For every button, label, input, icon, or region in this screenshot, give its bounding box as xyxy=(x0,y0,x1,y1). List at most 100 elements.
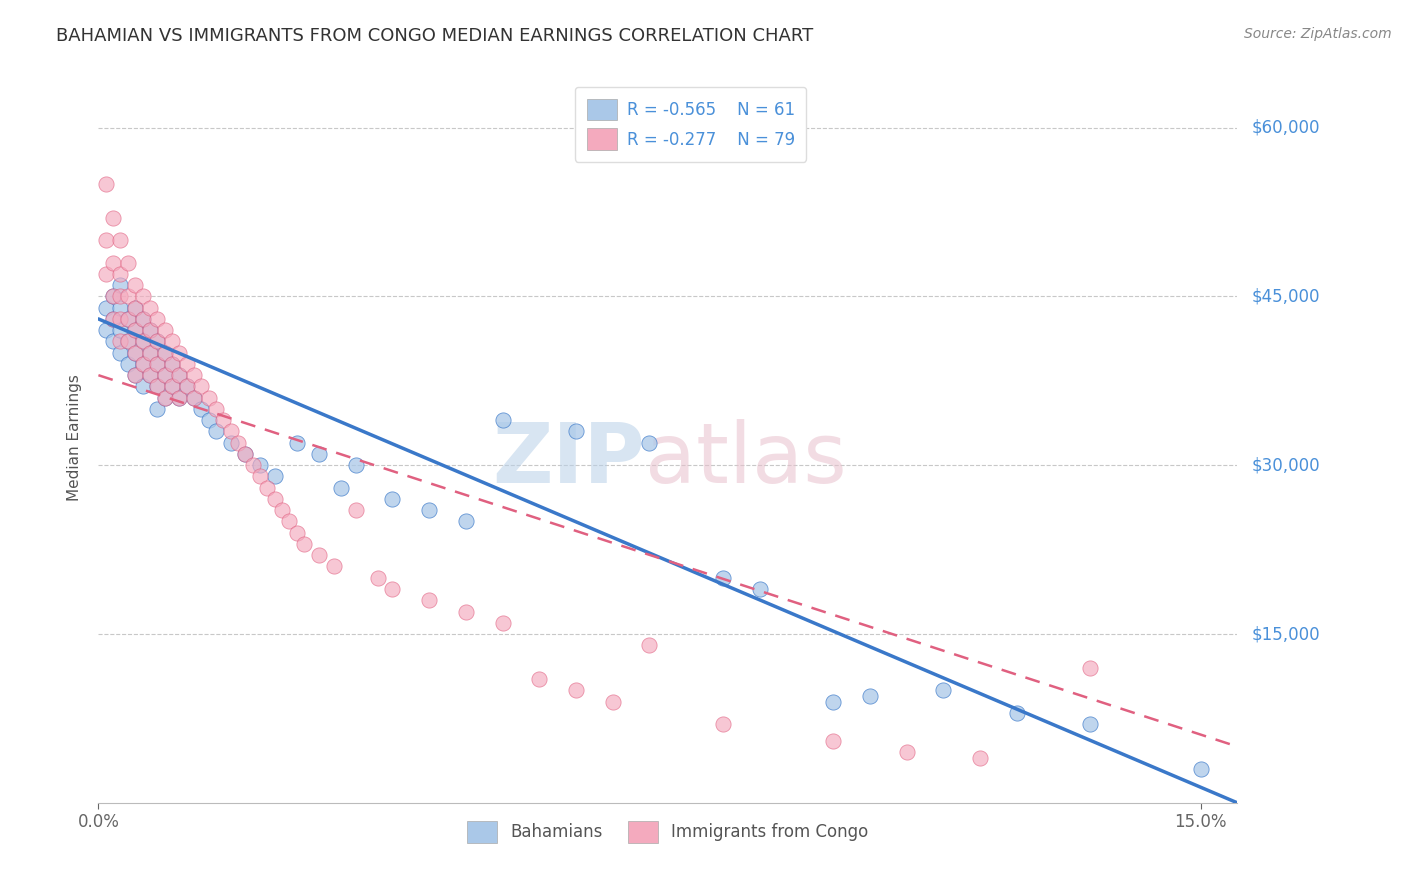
Legend: Bahamians, Immigrants from Congo: Bahamians, Immigrants from Congo xyxy=(461,814,875,849)
Point xyxy=(167,391,190,405)
Point xyxy=(226,435,249,450)
Point xyxy=(110,334,132,349)
Point xyxy=(219,435,242,450)
Point xyxy=(176,357,198,371)
Point xyxy=(748,582,770,596)
Point xyxy=(124,323,146,337)
Point xyxy=(271,503,294,517)
Point xyxy=(381,582,404,596)
Point xyxy=(896,745,918,759)
Point xyxy=(249,458,271,473)
Point xyxy=(131,312,153,326)
Point xyxy=(139,301,162,315)
Point xyxy=(454,515,477,529)
Point xyxy=(146,379,169,393)
Point xyxy=(167,368,190,383)
Point xyxy=(256,481,278,495)
Point xyxy=(117,334,139,349)
Point xyxy=(139,345,162,359)
Point xyxy=(131,334,153,349)
Point xyxy=(101,289,124,303)
Point xyxy=(139,368,162,383)
Point xyxy=(565,425,588,439)
Point xyxy=(1078,717,1101,731)
Point xyxy=(117,312,139,326)
Point xyxy=(285,435,308,450)
Point xyxy=(117,334,139,349)
Point xyxy=(110,312,132,326)
Point xyxy=(124,368,146,383)
Point xyxy=(131,357,153,371)
Point xyxy=(146,401,169,416)
Point xyxy=(1078,661,1101,675)
Point xyxy=(219,425,242,439)
Point xyxy=(101,312,124,326)
Point xyxy=(124,345,146,359)
Point xyxy=(124,345,146,359)
Point xyxy=(183,391,205,405)
Point xyxy=(638,435,661,450)
Point xyxy=(160,379,183,393)
Text: BAHAMIAN VS IMMIGRANTS FROM CONGO MEDIAN EARNINGS CORRELATION CHART: BAHAMIAN VS IMMIGRANTS FROM CONGO MEDIAN… xyxy=(56,27,814,45)
Point xyxy=(344,503,367,517)
Point xyxy=(146,357,169,371)
Point xyxy=(183,391,205,405)
Y-axis label: Median Earnings: Median Earnings xyxy=(67,374,83,500)
Point xyxy=(94,267,117,281)
Point xyxy=(212,413,235,427)
Point xyxy=(329,481,352,495)
Point xyxy=(235,447,257,461)
Point xyxy=(160,357,183,371)
Point xyxy=(110,301,132,315)
Point xyxy=(278,515,301,529)
Point xyxy=(1189,762,1212,776)
Point xyxy=(110,278,132,293)
Point xyxy=(94,233,117,247)
Point xyxy=(110,289,132,303)
Point xyxy=(146,334,169,349)
Point xyxy=(322,559,344,574)
Point xyxy=(491,615,513,630)
Point xyxy=(932,683,955,698)
Point xyxy=(205,425,228,439)
Point xyxy=(146,312,169,326)
Point xyxy=(124,301,146,315)
Point xyxy=(139,323,162,337)
Point xyxy=(110,233,132,247)
Point xyxy=(197,391,219,405)
Point xyxy=(101,334,124,349)
Point xyxy=(285,525,308,540)
Point xyxy=(110,267,132,281)
Point xyxy=(292,537,315,551)
Point xyxy=(263,469,285,483)
Point xyxy=(146,357,169,371)
Text: $45,000: $45,000 xyxy=(1251,287,1320,305)
Point xyxy=(167,391,190,405)
Point xyxy=(117,255,139,269)
Point xyxy=(131,334,153,349)
Point xyxy=(638,638,661,652)
Point xyxy=(94,323,117,337)
Text: $60,000: $60,000 xyxy=(1251,119,1320,136)
Point xyxy=(101,312,124,326)
Text: $30,000: $30,000 xyxy=(1251,456,1320,475)
Point xyxy=(153,345,176,359)
Point xyxy=(454,605,477,619)
Point xyxy=(190,401,212,416)
Point xyxy=(711,717,734,731)
Point xyxy=(124,301,146,315)
Point xyxy=(491,413,513,427)
Point xyxy=(124,368,146,383)
Point xyxy=(131,289,153,303)
Point xyxy=(711,571,734,585)
Point xyxy=(101,289,124,303)
Point xyxy=(94,177,117,191)
Point xyxy=(167,368,190,383)
Point xyxy=(131,379,153,393)
Point xyxy=(153,345,176,359)
Point xyxy=(153,323,176,337)
Point xyxy=(859,689,882,703)
Point xyxy=(153,391,176,405)
Point xyxy=(249,469,271,483)
Point xyxy=(139,345,162,359)
